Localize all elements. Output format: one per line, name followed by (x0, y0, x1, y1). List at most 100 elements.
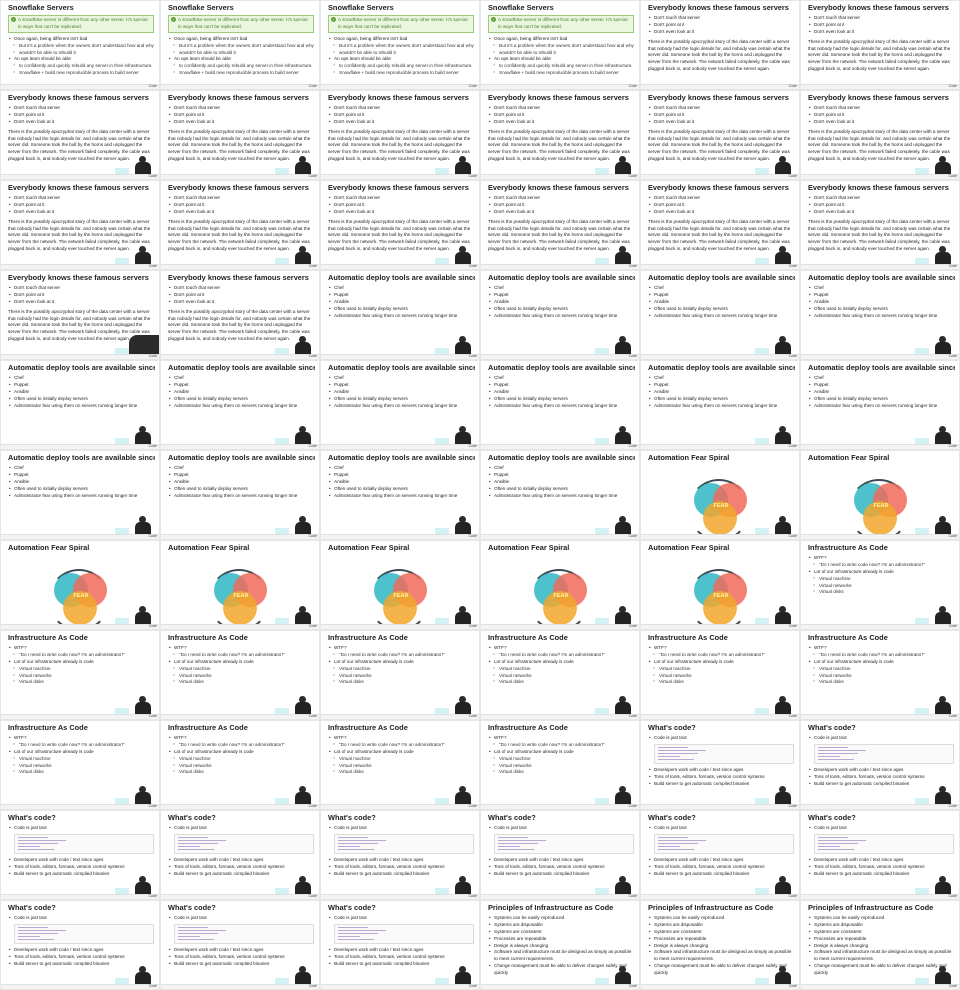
presenter-torso (615, 342, 631, 355)
slide-thumbnail[interactable]: Automation Fear Spiral FEAR Code (640, 540, 800, 630)
bullet-item: Ansible (328, 299, 474, 306)
slide-thumbnail[interactable]: Automatic deploy tools are available sin… (0, 450, 160, 540)
slide-thumbnail[interactable]: Principles of Infrastructure as Code Syst… (480, 900, 640, 990)
slide-thumbnail[interactable]: What's code? Code is just text Developers … (160, 810, 320, 900)
slide-thumbnail[interactable]: What's code? Code is just text Developers … (800, 810, 960, 900)
slide-thumbnail[interactable]: Everybody knows these famous servers Don'… (160, 90, 320, 180)
slide-thumbnail[interactable]: What's code? Code is just text Developers … (160, 900, 320, 990)
slide-thumbnail[interactable]: Automation Fear Spiral FEAR Code (0, 540, 160, 630)
bullet-item: Don't point at it (648, 22, 794, 29)
slide-thumbnail[interactable]: Infrastructure As Code WTF?"Do I need to … (0, 630, 160, 720)
slide-thumbnail[interactable]: What's code? Code is just text Developers … (480, 810, 640, 900)
slide-thumbnail[interactable]: What's code? Code is just text Developers … (0, 810, 160, 900)
bullet-item: Often used to initially deploy servers (168, 486, 314, 493)
slide-thumbnail[interactable]: Infrastructure As Code WTF?"Do I need to … (640, 630, 800, 720)
bullet-item: WTF? (328, 645, 474, 652)
slide-footer: Code (481, 264, 639, 269)
slide-thumbnail[interactable]: Infrastructure As Code WTF?"Do I need to … (480, 720, 640, 810)
slide-thumbnail[interactable]: Automatic deploy tools are available sin… (160, 360, 320, 450)
footer-label: Code (788, 264, 797, 268)
slide-thumbnail[interactable]: Everybody knows these famous servers Don'… (0, 90, 160, 180)
presenter-video-icon (615, 336, 631, 356)
slide-thumbnail[interactable]: Infrastructure As Code WTF?"Do I need to … (0, 720, 160, 810)
slide-thumbnail[interactable]: What's code? Code is just text Developers … (800, 720, 960, 810)
slide-thumbnail[interactable]: What's code? Code is just text Developers … (640, 720, 800, 810)
slide-thumbnail[interactable]: Automation Fear Spiral FEAR Code (800, 450, 960, 540)
slide-thumbnail[interactable]: Automatic deploy tools are available sin… (640, 360, 800, 450)
slide-thumbnail[interactable]: Infrastructure As Code WTF?"Do I need to … (800, 540, 960, 630)
presenter-torso (295, 162, 311, 175)
bullet-item: Systems can be easily reproduced (488, 915, 634, 922)
slide-thumbnail[interactable]: Automatic deploy tools are available sin… (320, 270, 480, 360)
slide-content: ChefPuppetAnsibleOften used to initially… (648, 375, 794, 441)
slide-thumbnail[interactable]: Snowflake Servers ✓ A snowflake server is … (320, 0, 480, 90)
slide-thumbnail[interactable]: Automation Fear Spiral FEAR Code (320, 540, 480, 630)
slide-thumbnail[interactable]: Infrastructure As Code WTF?"Do I need to … (480, 630, 640, 720)
slide-thumbnail[interactable]: Everybody knows these famous servers Don'… (800, 0, 960, 90)
slide-thumbnail[interactable]: Automation Fear Spiral FEAR Code (480, 540, 640, 630)
bullet-item: Code is just text (808, 825, 954, 832)
slide-thumbnail[interactable]: Everybody knows these famous servers Don'… (480, 180, 640, 270)
slide-thumbnail[interactable]: Automatic deploy tools are available sin… (320, 360, 480, 450)
slide-thumbnail[interactable]: Infrastructure As Code WTF?"Do I need to … (320, 720, 480, 810)
slide-thumbnail[interactable]: Automatic deploy tools are available sin… (480, 270, 640, 360)
slide-thumbnail[interactable]: Everybody knows these famous servers Don'… (320, 90, 480, 180)
slide-thumbnail[interactable]: Everybody knows these famous servers Don'… (0, 270, 160, 360)
venn-circle-orange (63, 591, 97, 625)
slide-thumbnail[interactable]: Everybody knows these famous servers Don'… (0, 180, 160, 270)
slide-thumbnail[interactable]: Automation Fear Spiral FEAR Code (640, 450, 800, 540)
footer-label: Code (148, 264, 157, 268)
slide-thumbnail[interactable]: Snowflake Servers ✓ A snowflake server is … (0, 0, 160, 90)
slide-thumbnail[interactable]: Snowflake Servers ✓ A snowflake server is … (160, 0, 320, 90)
slide-thumbnail[interactable]: Automatic deploy tools are available sin… (320, 450, 480, 540)
slide-thumbnail[interactable]: Everybody knows these famous servers Don'… (160, 180, 320, 270)
slide-thumbnail[interactable]: Infrastructure As Code WTF?"Do I need to … (160, 630, 320, 720)
story-paragraph: There is the possibly apocryphal story o… (648, 38, 791, 72)
slide-thumbnail[interactable]: Everybody knows these famous servers Don'… (800, 90, 960, 180)
slide-thumbnail[interactable]: Everybody knows these famous servers Don'… (800, 180, 960, 270)
screen-glare (755, 528, 769, 534)
slide-thumbnail[interactable]: Automation Fear Spiral FEAR Code (160, 540, 320, 630)
slide-thumbnail[interactable]: Everybody knows these famous servers Don'… (480, 90, 640, 180)
bullet-item: Puppet (328, 292, 474, 299)
slide-thumbnail[interactable]: Automatic deploy tools are available sin… (800, 360, 960, 450)
screen-glare (435, 798, 449, 804)
fear-spiral-diagram: FEAR (368, 569, 432, 629)
slide-thumbnail[interactable]: Everybody knows these famous servers Don'… (320, 180, 480, 270)
presenter-head (619, 606, 626, 613)
fear-spiral-diagram: FEAR (528, 569, 592, 629)
code-line (338, 932, 378, 934)
slide-footer: Code (801, 84, 959, 89)
slide-thumbnail[interactable]: Principles of Infrastructure as Code Syst… (640, 900, 800, 990)
slide-thumbnail[interactable]: Automatic deploy tools are available sin… (480, 450, 640, 540)
footer-label: Code (788, 354, 797, 358)
slide-thumbnail[interactable]: Everybody knows these famous servers Don'… (640, 90, 800, 180)
presenter-head (299, 966, 306, 973)
presenter-torso (135, 252, 151, 265)
slide-thumbnail[interactable]: Automatic deploy tools are available sin… (640, 270, 800, 360)
slide-thumbnail[interactable]: Infrastructure As Code WTF?"Do I need to … (320, 630, 480, 720)
presenter-video-icon (775, 336, 791, 356)
slide-thumbnail[interactable]: Everybody knows these famous servers Don'… (640, 0, 800, 90)
slide-content: FEAR (648, 555, 794, 629)
slide-thumbnail[interactable]: Infrastructure As Code WTF?"Do I need to … (160, 720, 320, 810)
slide-thumbnail[interactable]: Everybody knows these famous servers Don'… (160, 270, 320, 360)
slide-content: Don't touch that serverDon't point at it… (8, 285, 154, 351)
bullet-item: Design is always changing (648, 943, 794, 950)
bullet-item: Developers work with code / text since a… (488, 857, 634, 864)
slide-thumbnail[interactable]: Automatic deploy tools are available sin… (800, 270, 960, 360)
slide-thumbnail[interactable]: What's code? Code is just text Developers … (320, 900, 480, 990)
slide-thumbnail[interactable]: Automatic deploy tools are available sin… (0, 360, 160, 450)
footer-label: Code (628, 894, 637, 898)
slide-thumbnail[interactable]: What's code? Code is just text Developers … (320, 810, 480, 900)
slide-thumbnail[interactable]: Infrastructure As Code WTF?"Do I need to … (800, 630, 960, 720)
slide-thumbnail[interactable]: Everybody knows these famous servers Don'… (640, 180, 800, 270)
slide-thumbnail[interactable]: Snowflake Servers ✓ A snowflake server is … (480, 0, 640, 90)
slide-thumbnail[interactable]: Automatic deploy tools are available sin… (160, 450, 320, 540)
slide-thumbnail[interactable]: What's code? Code is just text Developers … (640, 810, 800, 900)
bullet-item: WTF? (328, 735, 474, 742)
slide-thumbnail[interactable]: Automatic deploy tools are available sin… (480, 360, 640, 450)
slide-thumbnail[interactable]: What's code? Code is just text Developers … (0, 900, 160, 990)
code-sample-box (14, 833, 154, 854)
slide-thumbnail[interactable]: Principles of Infrastructure as Code Syst… (800, 900, 960, 990)
